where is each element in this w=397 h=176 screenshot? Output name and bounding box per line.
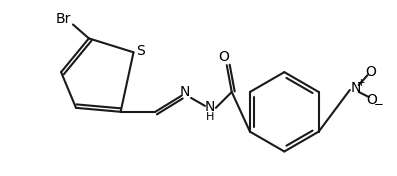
Text: N: N — [180, 85, 190, 99]
Text: +: + — [357, 78, 366, 88]
Text: O: O — [218, 50, 229, 64]
Text: Br: Br — [56, 12, 71, 26]
Text: O: O — [365, 65, 376, 79]
Text: N: N — [351, 81, 361, 95]
Text: −: − — [374, 98, 384, 111]
Text: O: O — [366, 93, 377, 107]
Text: N: N — [205, 100, 215, 114]
Text: S: S — [136, 44, 145, 58]
Text: H: H — [206, 112, 214, 122]
